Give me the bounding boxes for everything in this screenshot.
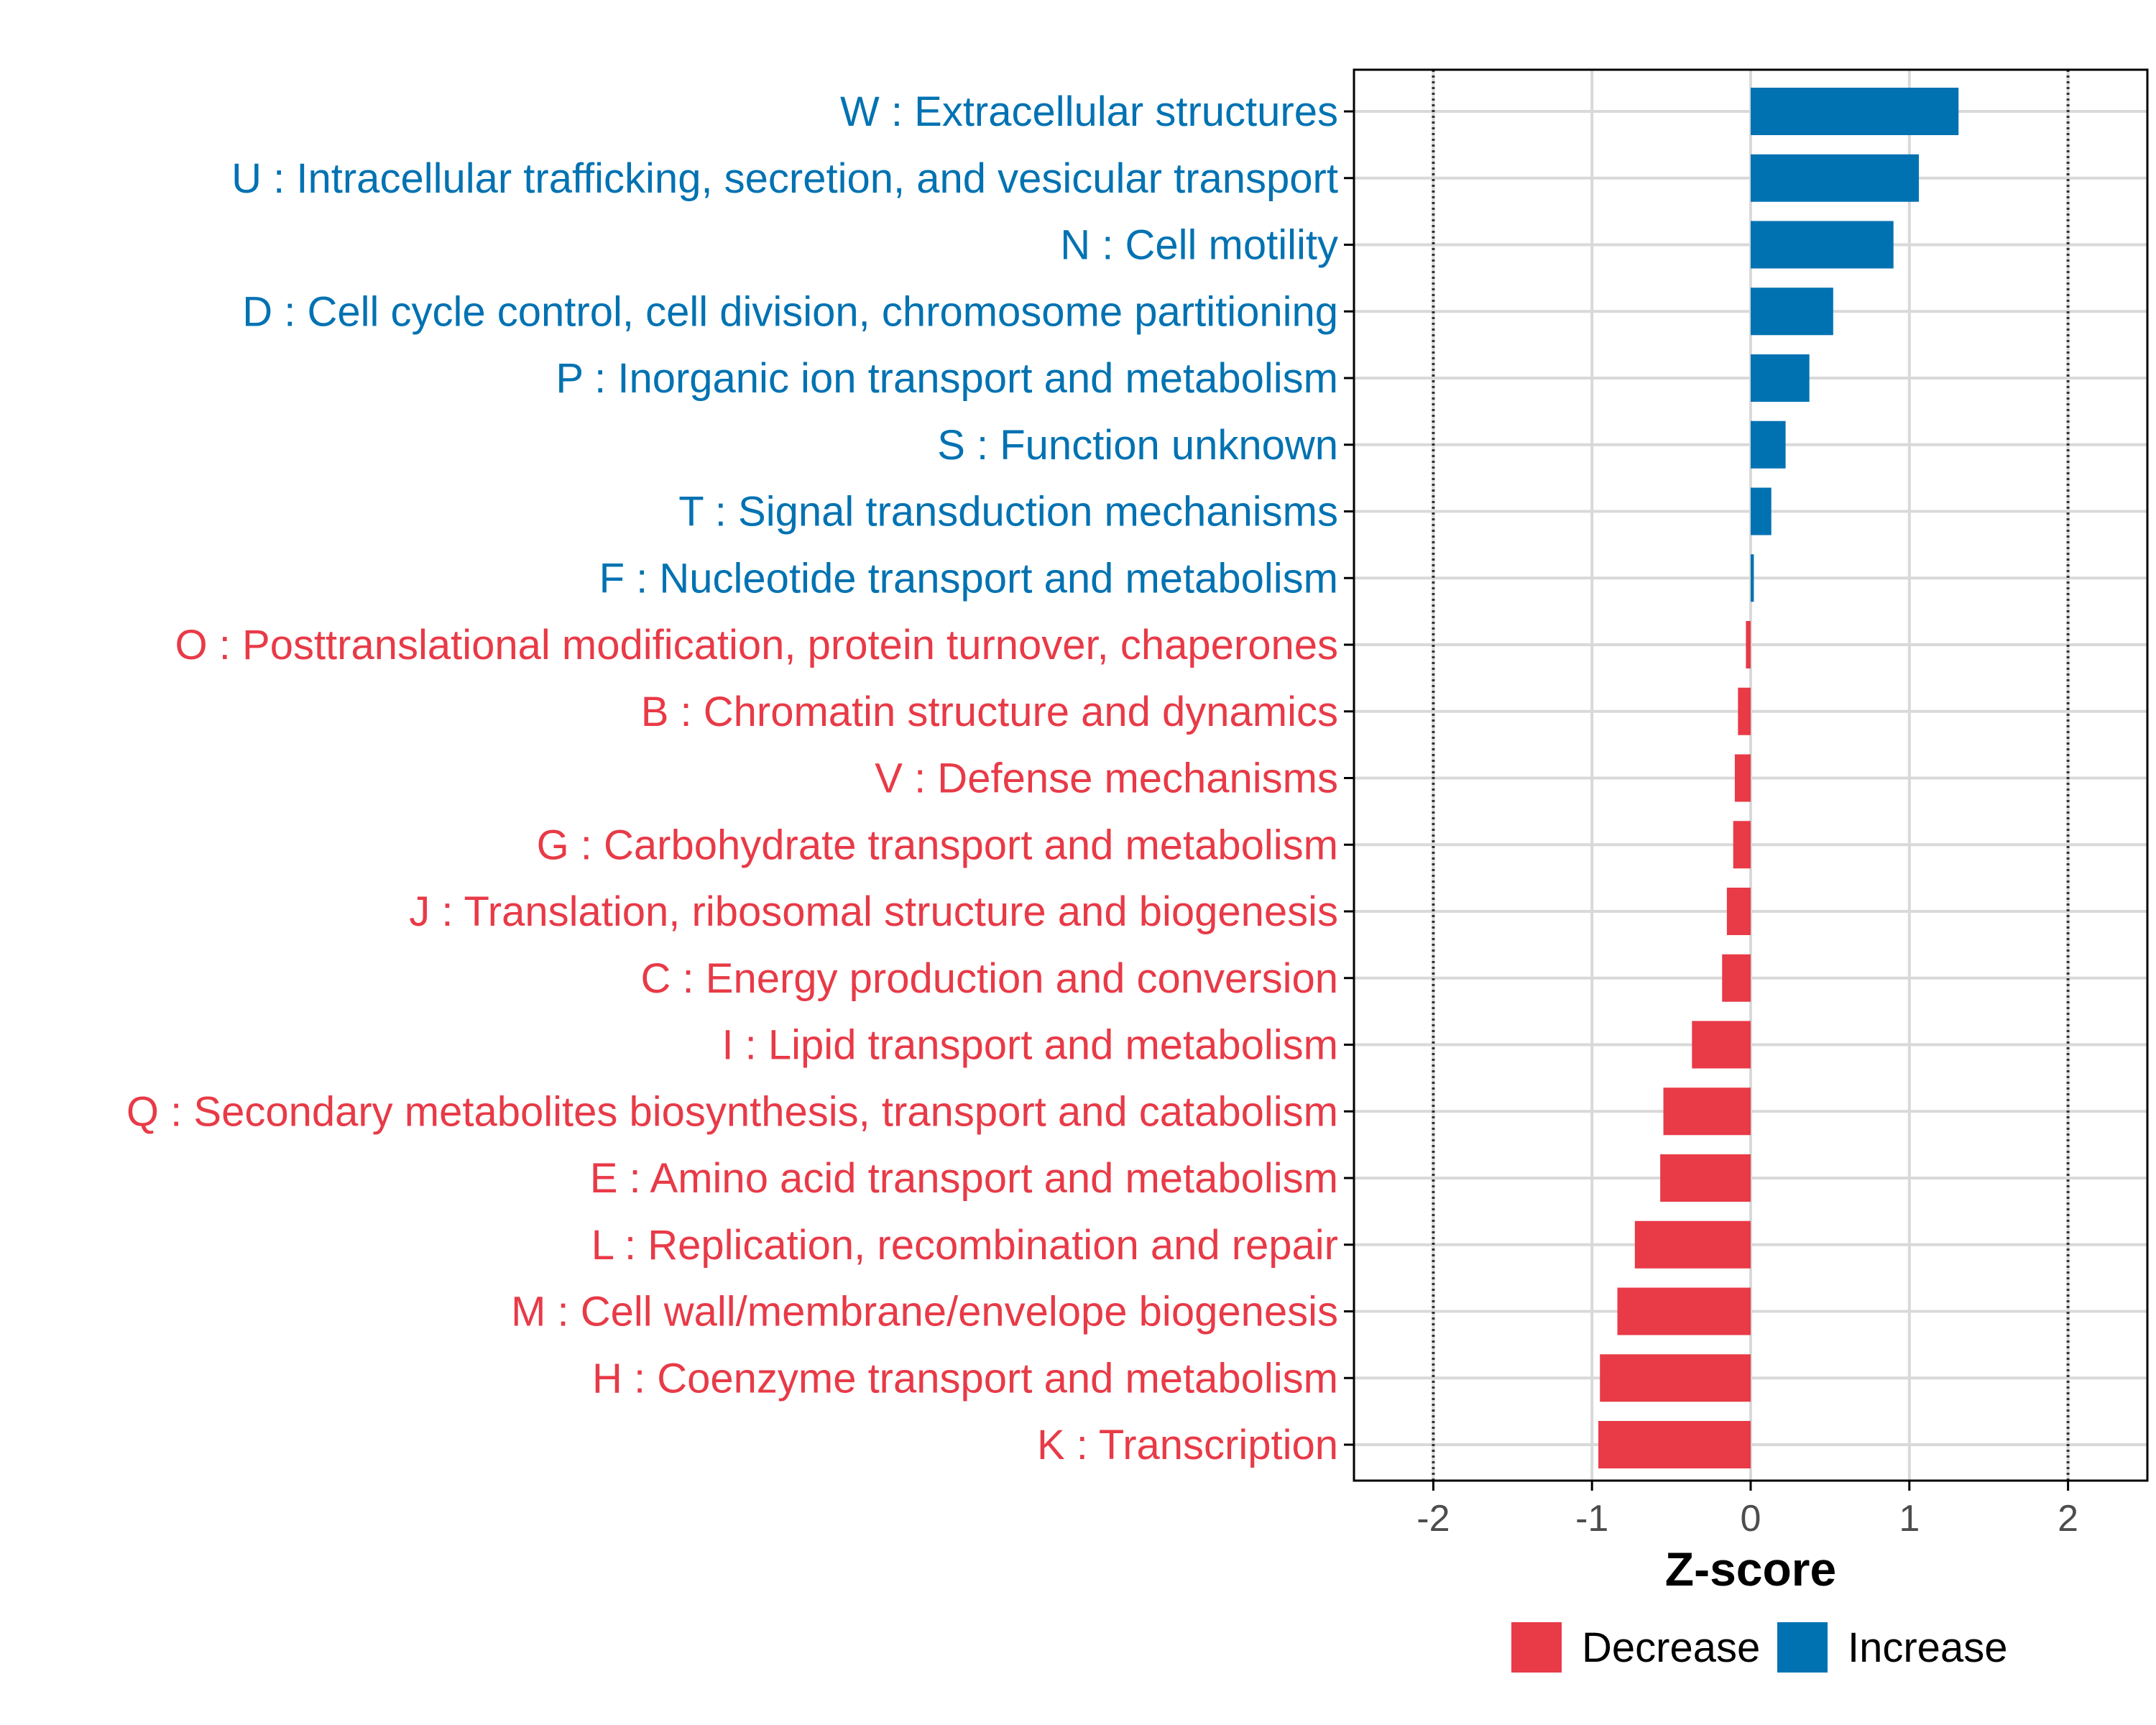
category-label: J : Translation, ribosomal structure and… (409, 888, 1338, 935)
category-label: P : Inorganic ion transport and metaboli… (556, 355, 1338, 402)
x-tick-label: 2 (2058, 1498, 2078, 1540)
category-label: H : Coenzyme transport and metabolism (592, 1355, 1338, 1402)
category-label: I : Lipid transport and metabolism (722, 1022, 1338, 1069)
axis-ticks: -2 -1 0 1 2 (1344, 110, 2078, 1540)
category-label: C : Energy production and conversion (641, 955, 1338, 1002)
category-label: N : Cell motility (1060, 222, 1338, 269)
category-label: L : Replication, recombination and repai… (591, 1222, 1338, 1269)
bar (1663, 1087, 1751, 1136)
category-label: K : Transcription (1037, 1422, 1338, 1468)
category-label: D : Cell cycle control, cell division, c… (242, 288, 1338, 335)
category-labels: W : Extracellular structures U : Intracel… (126, 88, 1338, 1468)
category-label: G : Carbohydrate transport and metabolis… (537, 822, 1338, 868)
bar (1734, 754, 1751, 802)
bar (1598, 1421, 1751, 1468)
bar (1722, 954, 1751, 1002)
legend-label: Increase (1848, 1624, 2007, 1671)
category-label: S : Function unknown (937, 422, 1338, 469)
panel-border (1353, 68, 2149, 1482)
category-label: B : Chromatin structure and dynamics (641, 689, 1338, 735)
legend-label: Decrease (1582, 1624, 1760, 1671)
x-tick-label: 0 (1741, 1498, 1761, 1540)
bar (1617, 1287, 1751, 1335)
x-tick-label: -1 (1575, 1498, 1608, 1540)
bar (1751, 420, 1786, 469)
legend-key (1777, 1622, 1828, 1673)
bar (1751, 154, 1920, 202)
category-label: E : Amino acid transport and metabolism (590, 1155, 1338, 1202)
bar (1751, 354, 1810, 402)
bar (1751, 288, 1833, 336)
bar (1726, 888, 1751, 935)
bar (1600, 1354, 1751, 1402)
legend-key (1511, 1622, 1562, 1673)
bar (1660, 1154, 1751, 1202)
bar (1751, 487, 1772, 535)
category-label: W : Extracellular structures (840, 88, 1338, 135)
bar (1751, 221, 1894, 269)
bar (1634, 1220, 1751, 1269)
category-label: T : Signal transduction mechanisms (678, 489, 1338, 535)
bar (1692, 1021, 1751, 1069)
legend: Decrease Increase (1511, 1622, 2007, 1673)
category-label: Q : Secondary metabolites biosynthesis, … (126, 1088, 1338, 1135)
bars (1598, 88, 1959, 1468)
bar (1746, 621, 1751, 668)
bar (1751, 554, 1754, 602)
bar (1733, 821, 1751, 869)
category-label: F : Nucleotide transport and metabolism (599, 555, 1338, 602)
x-tick-label: 1 (1899, 1498, 1920, 1540)
bar (1751, 88, 1959, 135)
category-label: U : Intracellular trafficking, secretion… (231, 155, 1338, 202)
category-label: M : Cell wall/membrane/envelope biogenes… (511, 1289, 1338, 1335)
category-label: O : Posttranslational modification, prot… (175, 622, 1338, 668)
x-axis-title: Z-score (1665, 1542, 1836, 1596)
x-tick-label: -2 (1416, 1498, 1450, 1540)
category-label: V : Defense mechanisms (875, 755, 1338, 802)
bar (1738, 687, 1751, 735)
